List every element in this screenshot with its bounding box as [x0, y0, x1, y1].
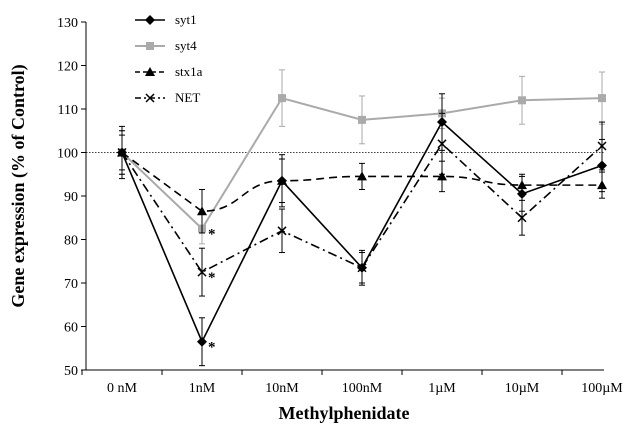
series-syt4-point	[518, 96, 526, 105]
legend: syt1 syt4 stx1a NET	[135, 12, 203, 105]
series-group: * * *	[117, 69, 607, 367]
series-syt1-point	[437, 117, 447, 128]
x-stroke	[517, 213, 527, 223]
legend-item-stx1a: stx1a	[135, 64, 203, 79]
series-net-point	[277, 226, 287, 236]
y-tick-label: 130	[57, 16, 78, 31]
y-tick-label: 70	[64, 277, 78, 292]
x-tick-label: 10µM	[505, 381, 540, 396]
series-syt1-point	[357, 262, 367, 273]
legend-item-stx1a-label: stx1a	[175, 64, 203, 79]
x-stroke	[277, 226, 287, 236]
series-stx1a-point	[437, 171, 447, 181]
legend-item-net-label: NET	[175, 90, 200, 105]
x-tick-label: 100nM	[342, 381, 383, 396]
series-syt1-point	[197, 336, 207, 347]
x-stroke	[145, 93, 155, 103]
x-tick-label: 1µM	[428, 381, 456, 396]
y-tick-label: 60	[64, 321, 78, 336]
legend-item-syt4: syt4	[135, 38, 197, 53]
y-tick-label: 120	[57, 60, 78, 75]
series-net-significance-star: *	[208, 270, 216, 286]
x-tick-label: 0 nM	[107, 381, 138, 396]
x-tick-label: 10nM	[265, 381, 299, 396]
series-stx1a-line	[121, 151, 602, 213]
y-tick-label: 90	[64, 190, 78, 205]
y-tick-label: 50	[64, 364, 78, 379]
series-syt4-point	[358, 115, 366, 124]
series-stx1a-point	[357, 171, 367, 181]
series-syt4-significance-star: *	[208, 227, 216, 243]
legend-item-syt1-label: syt1	[175, 12, 197, 27]
series-syt4-point	[278, 94, 286, 103]
x-stroke	[197, 267, 207, 277]
x-tick-label: 1nM	[189, 381, 216, 396]
y-tick-label: 110	[58, 103, 78, 118]
series-syt1: *	[117, 93, 607, 367]
legend-item-net-point	[145, 93, 155, 103]
plot-area	[85, 22, 604, 371]
y-tick-label: 80	[64, 234, 78, 249]
series-syt1-point	[277, 175, 287, 186]
legend-item-syt1-point	[145, 15, 155, 25]
legend-item-syt4-point	[146, 42, 154, 50]
series-syt4-point	[598, 94, 606, 103]
series-syt1-line	[121, 120, 603, 344]
series-syt1-point	[517, 188, 527, 199]
legend-item-syt1: syt1	[135, 12, 197, 27]
legend-item-stx1a-point	[145, 67, 155, 76]
legend-item-net: NET	[135, 90, 200, 105]
x-tick-label: 100µM	[581, 381, 623, 396]
x-axis-title: Methylphenidate	[278, 403, 409, 423]
y-axis-title: Gene expression (% of Control)	[8, 64, 29, 307]
legend-item-syt4-label: syt4	[175, 38, 197, 53]
series-syt1-point	[597, 160, 607, 171]
x-axis-ticks: 0 nM 1nM 10nM 100nM 1µM 10µM 100µM	[81, 370, 623, 396]
series-net-point	[517, 213, 527, 223]
series-stx1a-point	[197, 206, 207, 216]
series-net-point	[197, 267, 207, 277]
series-syt1-point	[117, 147, 127, 158]
series-syt1-significance-star: *	[208, 340, 216, 356]
y-axis-ticks: 50 60 70 80 90 100 110 120 130	[57, 16, 86, 379]
y-tick-label: 100	[57, 147, 78, 162]
